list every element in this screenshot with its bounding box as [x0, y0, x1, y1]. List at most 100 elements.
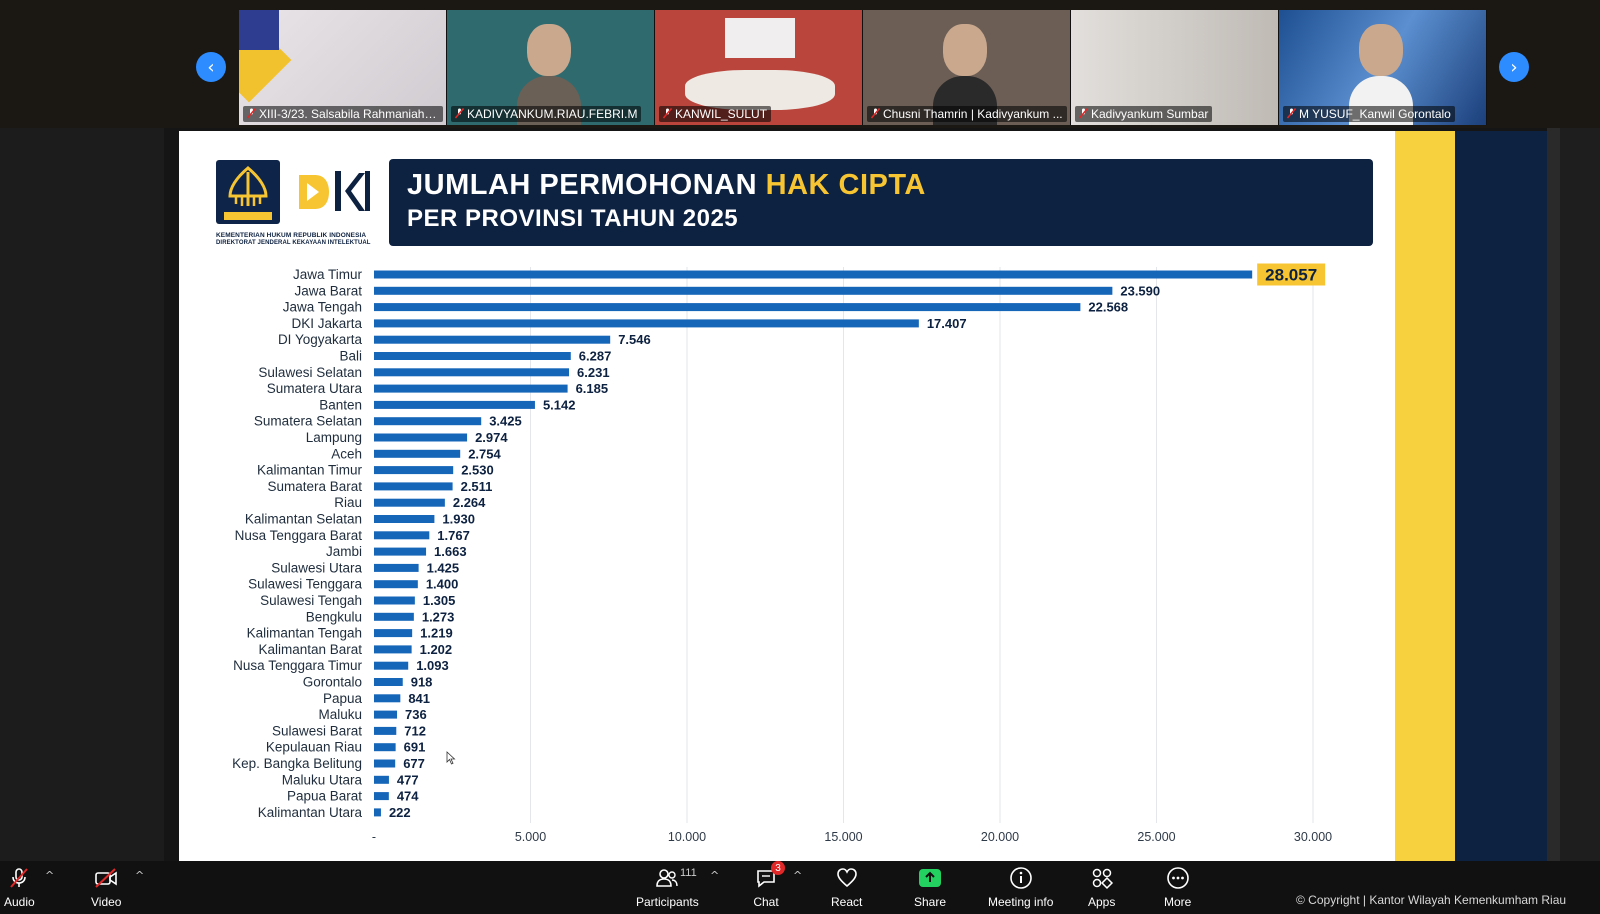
more-button[interactable]: More — [1164, 865, 1191, 909]
x-tick-label: 5.000 — [515, 830, 546, 844]
category-label: Banten — [319, 397, 362, 412]
chat-bubble-icon: 3 — [753, 861, 785, 891]
bar — [374, 710, 398, 719]
directorate-name: DIREKTORAT JENDERAL KEKAYAAN INTELEKTUAL — [216, 240, 371, 246]
audio-button[interactable]: Audio — [4, 865, 35, 909]
x-tick-label: 15.000 — [824, 830, 862, 844]
bar — [374, 319, 919, 328]
category-label: Papua Barat — [287, 789, 362, 804]
slide-subtitle: PER PROVINSI TAHUN 2025 — [407, 205, 739, 232]
chevron-right-icon: › — [1510, 56, 1518, 78]
share-button[interactable]: Share — [914, 865, 946, 909]
bar — [374, 678, 403, 686]
value-label: 691 — [404, 740, 426, 755]
participant-tile[interactable]: Kadivyankum Sumbar — [1071, 10, 1279, 125]
heart-icon — [834, 865, 860, 891]
chat-button[interactable]: 3 Chat — [753, 861, 785, 909]
apps-icon — [1089, 865, 1115, 891]
category-label: Lampung — [306, 430, 362, 445]
value-label: 841 — [408, 691, 430, 706]
bar — [374, 417, 482, 426]
participants-button[interactable]: 111 Participants — [636, 865, 699, 909]
bar — [374, 270, 1253, 279]
ellipsis-icon — [1165, 865, 1191, 891]
copyright-watermark: © Copyright | Kantor Wilayah Kemenkumham… — [1296, 893, 1567, 907]
value-label: 1.400 — [426, 577, 459, 592]
bar — [374, 303, 1081, 312]
bar — [374, 645, 412, 654]
video-button[interactable]: Video — [91, 865, 121, 909]
value-label: 6.287 — [579, 349, 612, 364]
x-tick-label: 10.000 — [668, 830, 706, 844]
chat-unread-badge: 3 — [771, 861, 785, 875]
value-label: 1.305 — [423, 593, 456, 608]
bar — [374, 515, 435, 523]
participants-count: 111 — [680, 867, 697, 879]
category-label: Sumatera Selatan — [254, 414, 362, 429]
camera-off-icon — [93, 865, 119, 891]
value-label: 1.930 — [442, 512, 475, 527]
value-label: 7.546 — [618, 332, 651, 347]
category-label: Sulawesi Tenggara — [248, 577, 362, 592]
bar — [374, 384, 568, 393]
value-label: 677 — [403, 756, 425, 771]
value-label: 222 — [389, 805, 411, 820]
meeting-info-button[interactable]: Meeting info — [988, 865, 1053, 909]
participants-options-caret[interactable]: ^ — [710, 869, 720, 882]
gallery-next-button[interactable]: › — [1499, 52, 1529, 82]
bar — [374, 596, 415, 605]
chat-options-caret[interactable]: ^ — [793, 869, 803, 882]
apps-button[interactable]: Apps — [1088, 865, 1115, 909]
participant-tile[interactable]: Chusni Thamrin | Kadivyankum ... — [863, 10, 1071, 125]
value-label: 736 — [405, 707, 427, 722]
category-label: Jawa Tengah — [283, 300, 362, 315]
react-button[interactable]: React — [831, 865, 862, 909]
frame-edge — [1547, 128, 1560, 861]
participant-tile[interactable]: XIII-3/23. Salsabila Rahmaniah-K... — [239, 10, 447, 125]
category-label: Kepulauan Riau — [266, 740, 362, 755]
slide-accent-navy — [1455, 131, 1547, 861]
gallery-prev-button[interactable]: ‹ — [196, 52, 226, 82]
left-margin — [0, 128, 164, 861]
value-label: 1.425 — [427, 560, 460, 575]
value-label: 28.057 — [1265, 266, 1317, 285]
value-label: 6.231 — [577, 365, 610, 380]
category-label: Kalimantan Selatan — [245, 512, 362, 527]
participant-name: KADIVYANKUM.RIAU.FEBRI.M — [451, 106, 642, 122]
video-options-caret[interactable]: ^ — [135, 869, 145, 882]
x-tick-label: 20.000 — [981, 830, 1019, 844]
bar — [374, 792, 389, 801]
participant-tile[interactable]: KANWIL_SULUT — [655, 10, 863, 125]
category-label: Nusa Tenggara Timur — [233, 658, 362, 673]
value-label: 477 — [397, 772, 419, 787]
bar — [374, 661, 409, 670]
participant-tile[interactable]: KADIVYANKUM.RIAU.FEBRI.M — [447, 10, 655, 125]
bar — [374, 531, 430, 540]
bar — [374, 335, 611, 344]
value-label: 1.663 — [434, 544, 467, 559]
shared-slide: KEMENTERIAN HUKUM REPUBLIK INDONESIA DIR… — [179, 131, 1395, 861]
people-icon — [654, 865, 680, 891]
bar — [374, 759, 396, 768]
muted-microphone-icon — [870, 108, 881, 119]
category-label: Sumatera Barat — [267, 479, 362, 494]
value-label: 1.093 — [416, 658, 449, 673]
participant-tile[interactable]: M YUSUF_Kanwil Gorontalo — [1279, 10, 1487, 125]
audio-options-caret[interactable]: ^ — [45, 869, 55, 882]
chat-label: Chat — [753, 895, 779, 909]
muted-microphone-icon — [662, 108, 673, 119]
value-label: 2.511 — [461, 479, 493, 494]
category-label: Jawa Timur — [293, 267, 363, 282]
category-label: Jambi — [326, 544, 362, 559]
participant-name: KANWIL_SULUT — [659, 106, 772, 122]
bar — [374, 286, 1113, 295]
category-label: Sulawesi Tengah — [260, 593, 362, 608]
bar — [374, 775, 389, 784]
share-screen-icon — [917, 865, 943, 891]
category-label: Kalimantan Timur — [257, 463, 363, 478]
bar — [374, 433, 468, 442]
category-label: DKI Jakarta — [291, 316, 362, 331]
more-label: More — [1164, 895, 1192, 909]
participant-name: M YUSUF_Kanwil Gorontalo — [1283, 106, 1455, 122]
